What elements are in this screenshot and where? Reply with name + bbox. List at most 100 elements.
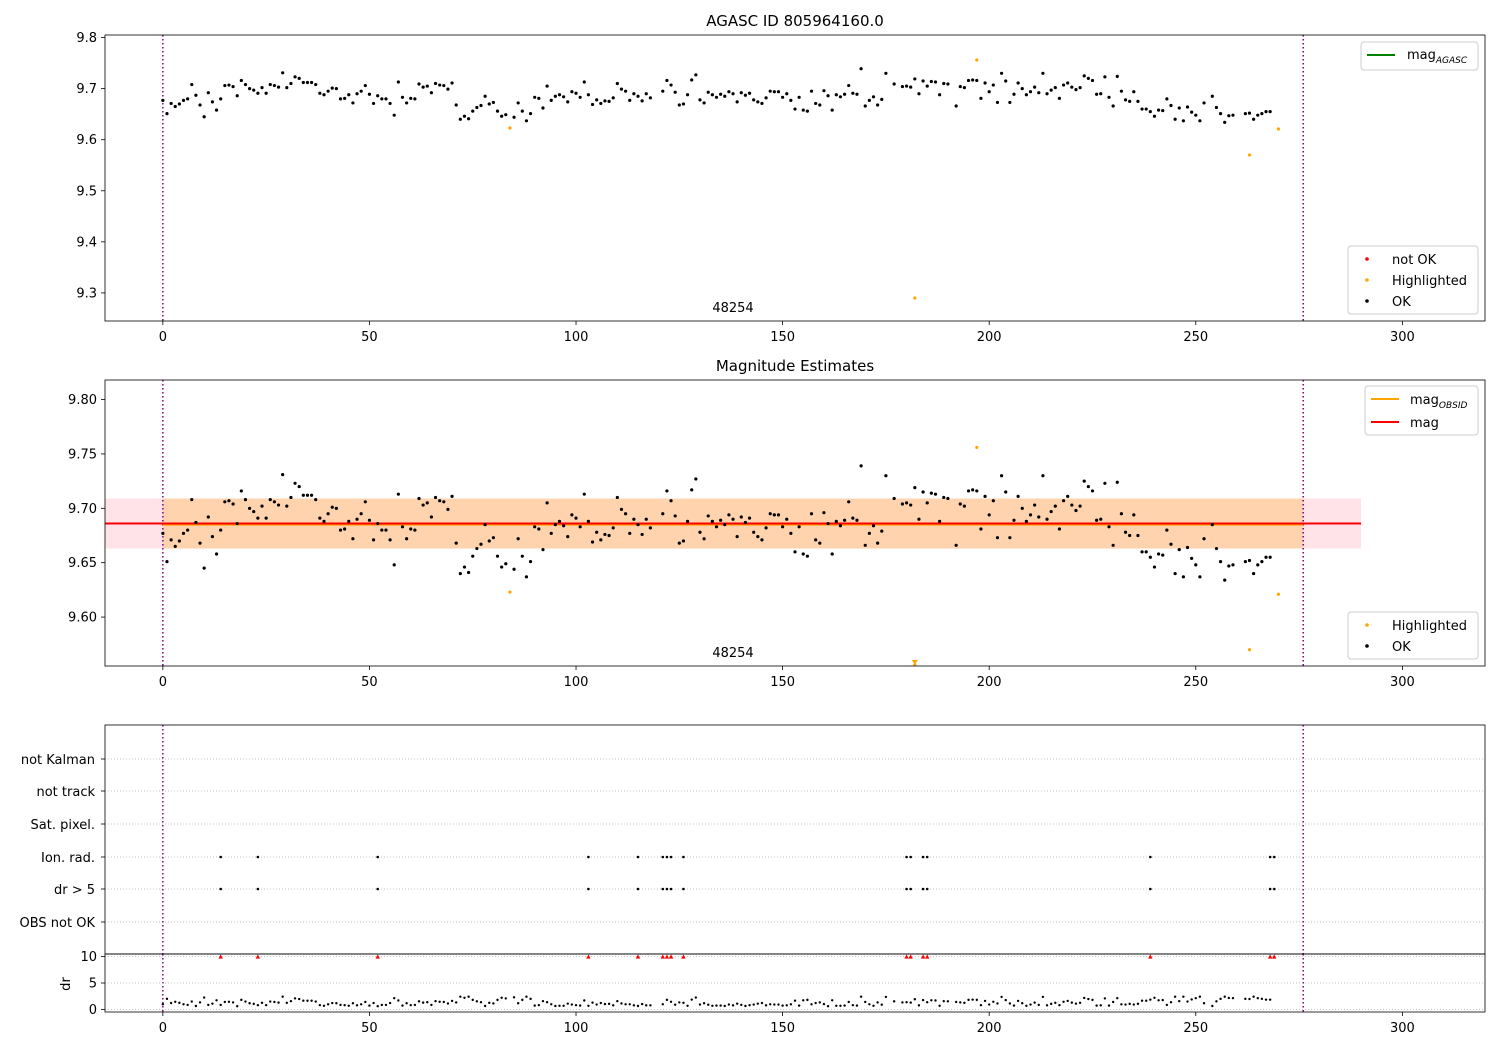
ok-point <box>599 101 603 106</box>
legend-point-swatch <box>1365 644 1369 648</box>
ok-point <box>768 89 772 93</box>
flag-point <box>219 887 222 891</box>
flag-point <box>1149 855 1152 859</box>
ok-point <box>1012 92 1016 96</box>
ok-point <box>1099 517 1103 521</box>
ok-point <box>1185 545 1190 550</box>
ok-point <box>929 79 933 84</box>
ok-point <box>1041 71 1045 75</box>
ok-point <box>235 521 239 526</box>
ok-point <box>909 85 913 89</box>
dr-point <box>851 1003 855 1007</box>
legend-point-label: OK <box>1392 295 1411 310</box>
ok-point <box>590 540 595 544</box>
dr-point <box>777 1003 780 1006</box>
ok-point <box>619 507 624 512</box>
dr-point <box>1004 998 1007 1002</box>
dr-point <box>442 1000 446 1004</box>
ok-point <box>314 82 318 87</box>
ok-point <box>367 92 372 96</box>
dr-point <box>450 999 454 1003</box>
dr-point <box>735 1002 739 1005</box>
ok-point <box>330 86 334 90</box>
ok-point <box>1123 98 1128 102</box>
dr-point <box>661 1003 664 1006</box>
ok-point <box>1210 523 1214 527</box>
ok-point <box>297 76 301 81</box>
ok-point <box>1223 120 1227 124</box>
ok-point <box>789 531 793 535</box>
flag-row-label: OBS not OK <box>20 916 96 931</box>
dr-point <box>202 996 206 999</box>
ok-point <box>933 80 938 84</box>
ok-point <box>681 539 686 543</box>
ok-point <box>173 544 177 548</box>
legend-frame <box>1347 245 1479 315</box>
ok-point <box>1082 479 1086 483</box>
ok-point <box>595 530 599 534</box>
ok-point <box>417 82 421 86</box>
dr-point <box>913 998 917 1001</box>
x-tick-label: 200 <box>977 330 1002 345</box>
ok-point <box>256 91 260 95</box>
dr-point <box>752 1003 755 1006</box>
panel-flags: not Kalman not track Sat. pixel. Ion. rad. d… <box>20 724 1486 1036</box>
ok-point <box>871 95 876 99</box>
flag-point <box>376 887 379 891</box>
dr-clipped-marker <box>635 954 641 959</box>
ok-point <box>781 95 785 99</box>
dr-point <box>545 1000 549 1004</box>
ok-point <box>305 80 310 85</box>
ok-point <box>710 93 714 97</box>
ok-point <box>413 528 417 532</box>
ok-point <box>1243 112 1247 116</box>
ok-point <box>194 93 198 97</box>
ok-point <box>479 103 483 108</box>
legend-frame <box>1360 41 1479 71</box>
dr-point <box>310 999 313 1002</box>
ok-point <box>743 93 748 97</box>
ok-point <box>648 96 652 100</box>
dr-point <box>971 998 974 1001</box>
ok-point <box>318 516 322 520</box>
dr-point <box>1169 1000 1173 1004</box>
ok-point <box>396 492 400 496</box>
ok-point <box>446 87 450 91</box>
x-tick-label: 300 <box>1390 330 1415 345</box>
ok-point <box>772 513 776 517</box>
ok-point <box>921 490 925 494</box>
ok-point <box>747 516 752 520</box>
ok-point <box>913 486 917 490</box>
ok-point <box>202 566 206 570</box>
ok-point <box>690 488 694 492</box>
ok-point <box>1136 533 1140 538</box>
ok-point <box>347 519 351 523</box>
y-tick-label: 9.6 <box>76 133 97 148</box>
ok-point <box>1028 513 1033 517</box>
ok-point <box>756 534 760 539</box>
dr-point <box>578 1004 582 1007</box>
ok-point <box>570 90 574 94</box>
dr-point <box>178 1001 181 1005</box>
ok-point <box>603 99 607 103</box>
ok-point <box>198 541 202 545</box>
ok-point <box>239 78 243 83</box>
ok-point <box>1070 85 1074 89</box>
ok-point <box>223 500 227 504</box>
dr-point <box>1107 1004 1111 1007</box>
ok-point <box>421 503 425 507</box>
ok-point <box>293 75 297 79</box>
flag-point <box>925 887 929 891</box>
ok-point <box>1214 105 1219 110</box>
ok-point <box>1111 104 1115 108</box>
ok-point <box>900 502 905 506</box>
panel-flags-axes: not Kalman not track Sat. pixel. Ion. rad. d… <box>20 724 1486 1036</box>
ok-point <box>975 78 979 83</box>
dr-point <box>516 1002 520 1005</box>
flag-point <box>636 855 640 859</box>
dr-point <box>364 1000 367 1004</box>
dr-point <box>616 999 619 1003</box>
ok-point <box>842 92 847 96</box>
dr-point <box>769 1003 772 1006</box>
ok-point <box>562 95 566 99</box>
